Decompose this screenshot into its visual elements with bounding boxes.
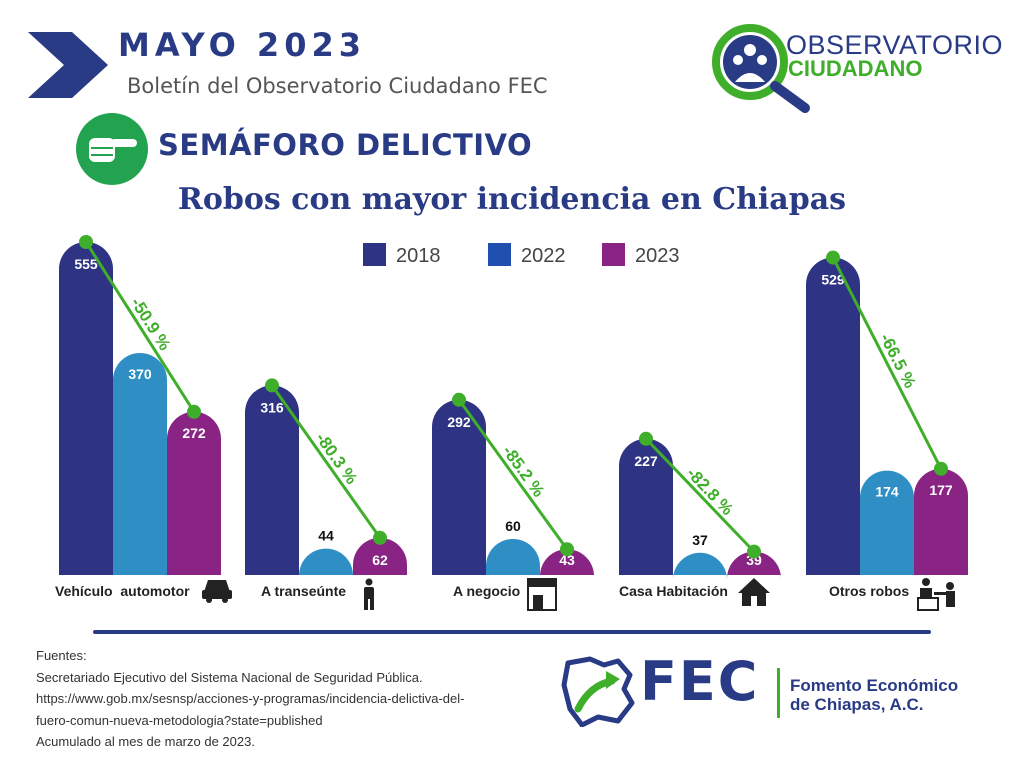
- data-label: 62: [372, 552, 388, 568]
- bar: [59, 242, 113, 575]
- change-point: [747, 544, 761, 559]
- data-label: 174: [875, 484, 899, 500]
- change-line: [644, 437, 756, 553]
- change-point: [826, 250, 840, 265]
- section-title: SEMÁFORO DELICTIVO: [158, 128, 533, 162]
- bulletin-month: MAYO 2023: [118, 26, 366, 64]
- change-point: [187, 404, 201, 419]
- legend-label: 2018: [396, 245, 441, 267]
- data-label: 370: [128, 366, 152, 382]
- legend-swatch: [363, 243, 386, 266]
- change-point: [373, 530, 387, 545]
- sources-line: fuero-comun-nueva-metodologia?state=publ…: [36, 712, 323, 728]
- legend-label: 2022: [521, 245, 566, 267]
- fec-logo-divider: [777, 668, 780, 718]
- chart-title: Robos con mayor incidencia en Chiapas: [177, 182, 847, 217]
- car-icon: [202, 580, 232, 603]
- bar: [914, 468, 968, 575]
- change-line: [831, 256, 943, 470]
- data-label: 37: [692, 532, 708, 548]
- change-label: -82.8 %: [683, 464, 737, 519]
- observatorio-logo-icon: [712, 24, 810, 113]
- category-label: Casa Habitación: [619, 583, 728, 599]
- legend-label: 2023: [635, 245, 680, 267]
- change-point: [934, 461, 948, 476]
- chiapas-map-icon: [561, 656, 635, 727]
- bar: [619, 438, 673, 575]
- category-label: A negocio: [453, 583, 520, 599]
- data-label: 60: [505, 518, 521, 534]
- change-line: [84, 241, 196, 413]
- change-line: [270, 384, 382, 539]
- data-label: 227: [634, 453, 658, 469]
- data-label: 272: [182, 425, 206, 441]
- change-point: [560, 542, 574, 557]
- category-label: Otros robos: [829, 583, 909, 599]
- footer-divider: [93, 630, 931, 634]
- observatorio-logo-line2: CIUDADANO: [788, 56, 923, 81]
- bar: [486, 539, 540, 575]
- bar: [353, 537, 407, 575]
- change-point: [79, 235, 93, 249]
- store-icon: [527, 578, 557, 611]
- bar: [727, 551, 781, 579]
- data-label: 555: [74, 256, 98, 272]
- category-label: A transeúnte: [261, 583, 346, 599]
- bar: [860, 470, 914, 575]
- pointing-hand-icon: [76, 113, 148, 185]
- header-arrow-icon: [28, 32, 108, 98]
- bar: [806, 257, 860, 575]
- change-label: -85.2 %: [499, 442, 549, 501]
- data-label: 529: [821, 272, 845, 288]
- sources-line: Fuentes:: [36, 648, 87, 663]
- fec-name-line1: Fomento Económico: [790, 676, 959, 695]
- bar: [540, 549, 594, 577]
- fec-logo-text: FEC: [640, 650, 760, 713]
- change-line: [457, 398, 569, 551]
- change-point: [452, 392, 466, 407]
- data-label: 43: [559, 552, 575, 568]
- robbery-icon: [917, 578, 955, 611]
- data-label: 177: [929, 482, 953, 498]
- bulletin-subtitle: Boletín del Observatorio Ciudadano FEC: [127, 74, 548, 98]
- bar: [113, 353, 167, 575]
- bar: [673, 552, 727, 580]
- bar: [167, 411, 221, 575]
- bar: [432, 399, 486, 575]
- data-label: 316: [260, 399, 284, 415]
- data-label: 292: [447, 414, 471, 430]
- bar: [299, 548, 353, 576]
- sources-line: Secretariado Ejecutivo del Sistema Nacio…: [36, 669, 423, 685]
- data-label: 44: [318, 528, 334, 544]
- fec-name-line2: de Chiapas, A.C.: [790, 695, 924, 714]
- house-icon: [738, 578, 770, 606]
- category-label: Vehículo automotor: [55, 583, 190, 599]
- change-point: [639, 431, 653, 446]
- legend-swatch: [602, 243, 625, 266]
- bar: [245, 385, 299, 575]
- observatorio-logo-line1: OBSERVATORIO: [786, 30, 1004, 60]
- change-point: [265, 378, 279, 393]
- pedestrian-icon: [364, 578, 374, 610]
- change-label: -80.3 %: [312, 429, 361, 488]
- sources-line: Acumulado al mes de marzo de 2023.: [36, 734, 255, 749]
- legend-swatch: [488, 243, 511, 266]
- sources-line: https://www.gob.mx/sesnsp/acciones-y-pro…: [36, 691, 465, 706]
- sources-block: Fuentes: Secretariado Ejecutivo del Sist…: [36, 645, 464, 753]
